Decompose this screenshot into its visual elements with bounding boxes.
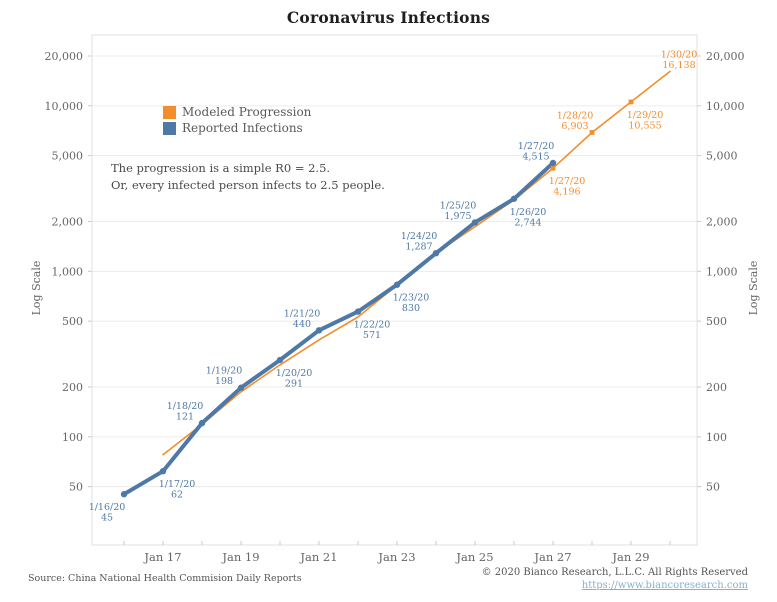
reported-point-marker <box>432 249 440 257</box>
point-label-value: 4,515 <box>522 151 549 162</box>
point-label-date: 1/20/20 <box>276 368 313 379</box>
y-axis-label-right: 1,000 <box>706 265 738 278</box>
copyright-text: © 2020 Bianco Research, L.L.C. All Right… <box>481 567 748 578</box>
y-axis-label-left: 50 <box>69 481 83 494</box>
x-axis-label-23: Jan 23 <box>377 550 415 564</box>
modeled-point-marker <box>550 165 556 171</box>
x-axis-label-25: Jan 25 <box>455 550 493 564</box>
reported-point-marker <box>237 384 245 391</box>
reported-point-marker <box>159 467 167 475</box>
point-label-date: 1/22/20 <box>354 320 391 331</box>
y-axis-label-left: 200 <box>62 381 83 394</box>
y-axis-label-right: 200 <box>706 381 727 394</box>
point-label-value: 10,555 <box>628 120 661 131</box>
point-label-date: 1/18/20 <box>167 401 204 412</box>
y-axis-label-left: 1,000 <box>52 265 84 278</box>
point-label-date: 1/29/20 <box>627 110 664 121</box>
annotation-line-2: Or, every infected person infects to 2.5… <box>111 177 385 192</box>
reported-series-swatch-icon <box>163 121 176 135</box>
y-axis-label-right: 20,000 <box>706 50 745 63</box>
point-label-date: 1/24/20 <box>401 231 438 242</box>
series-line-1 <box>122 161 555 497</box>
y-axis-label-right: 10,000 <box>706 100 745 113</box>
reported-point-marker <box>510 195 518 202</box>
annotation-line-1: The progression is a simple R0 = 2.5. <box>111 161 331 175</box>
chart-title: Coronavirus Infections <box>286 8 491 27</box>
point-label-date: 1/21/20 <box>284 308 321 319</box>
reported-point-marker <box>471 219 479 226</box>
reported-point-marker <box>393 281 401 288</box>
point-label-value: 4,196 <box>553 187 580 198</box>
modeled-point-marker <box>628 99 634 105</box>
point-label-value: 440 <box>293 319 311 330</box>
point-label-date: 1/23/20 <box>393 293 430 304</box>
point-label-date: 1/27/20 <box>549 176 586 187</box>
right-axis-title: Log Scale <box>747 261 760 316</box>
legend-label-reported: Reported Infections <box>182 121 303 135</box>
legend-item-reported: Reported Infections <box>163 121 311 135</box>
y-axis-label-right: 2,000 <box>706 216 738 229</box>
point-label-date: 1/25/20 <box>440 200 477 211</box>
point-label-value: 62 <box>171 490 183 501</box>
y-axis-label-right: 50 <box>706 481 720 494</box>
point-label-date: 1/27/20 <box>518 141 555 152</box>
x-axis-label-19: Jan 19 <box>221 550 259 564</box>
modeled-point-marker <box>589 130 595 135</box>
y-axis-label-left: 100 <box>62 431 83 444</box>
point-label-value: 830 <box>402 303 420 314</box>
y-axis-label-right: 100 <box>706 431 727 444</box>
point-label-value: 1,975 <box>444 211 471 222</box>
reported-point-marker <box>315 327 323 334</box>
point-label-value: 16,138 <box>662 60 695 71</box>
y-axis-label-left: 10,000 <box>45 100 84 113</box>
x-axis-label-17: Jan 17 <box>143 550 181 564</box>
reported-point-marker <box>276 356 284 364</box>
reported-point-marker <box>198 419 206 427</box>
modeled-series-swatch-icon <box>163 105 176 119</box>
point-label-date: 1/30/20 <box>661 49 698 60</box>
y-axis-label-left: 500 <box>62 315 83 328</box>
point-label-value: 2,744 <box>514 217 541 228</box>
point-label-date: 1/26/20 <box>510 207 547 218</box>
y-axis-label-right: 5,000 <box>706 150 738 163</box>
x-axis-label-27: Jan 27 <box>533 550 571 564</box>
point-label-value: 121 <box>176 412 194 423</box>
point-label-value: 1,287 <box>405 242 432 253</box>
reported-point-marker <box>120 491 128 498</box>
point-label-value: 571 <box>363 330 381 341</box>
copyright-block: © 2020 Bianco Research, L.L.C. All Right… <box>482 566 748 592</box>
point-label-value: 6,903 <box>561 121 588 132</box>
left-axis-title: Log Scale <box>30 261 43 316</box>
point-label-value: 291 <box>285 379 303 390</box>
x-axis-label-21: Jan 21 <box>299 550 337 564</box>
plot-border <box>91 34 698 546</box>
reported-point-marker <box>549 159 557 167</box>
bianco-research-link[interactable]: https://www.biancoresearch.com <box>581 580 748 591</box>
point-label-value: 198 <box>215 376 233 387</box>
y-axis-label-right: 500 <box>706 315 727 328</box>
point-label-date: 1/16/20 <box>89 502 126 513</box>
y-axis-label-left: 5,000 <box>52 150 84 163</box>
legend-label-modeled: Modeled Progression <box>182 105 312 119</box>
legend-item-modeled: Modeled Progression <box>163 105 311 119</box>
point-label-date: 1/28/20 <box>557 110 594 121</box>
point-label-value: 45 <box>101 513 113 524</box>
y-axis-label-left: 20,000 <box>45 50 84 63</box>
x-axis-label-29: Jan 29 <box>611 550 649 564</box>
chart-legend: Modeled Progression Reported Infections <box>163 105 311 137</box>
point-label-date: 1/19/20 <box>206 366 243 377</box>
reported-point-marker <box>354 308 362 315</box>
source-note: Source: China National Health Commision … <box>28 573 302 584</box>
y-axis-label-left: 2,000 <box>52 216 84 229</box>
point-label-date: 1/17/20 <box>159 479 196 490</box>
chart-annotation: The progression is a simple R0 = 2.5. Or… <box>111 160 385 193</box>
